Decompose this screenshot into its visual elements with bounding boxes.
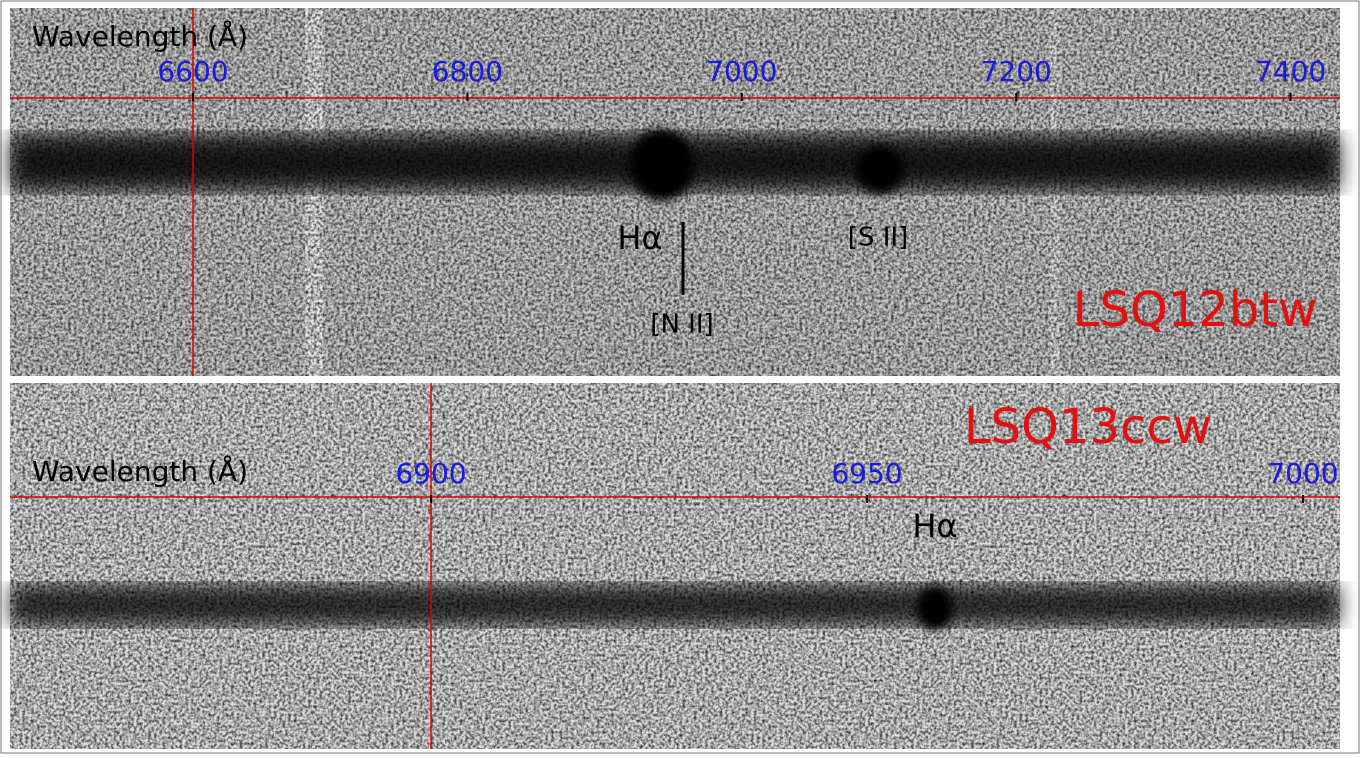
tick-label: 6900 [395,457,466,490]
tick-label: 7400 [1255,55,1326,88]
line-label: [S II] [848,223,908,253]
noise [10,383,1340,749]
tick-label: 7000 [1267,457,1338,490]
object-name: LSQ13ccw [964,399,1212,455]
spectrum-panel-2 [10,383,1340,749]
line-label: Hα [912,507,957,545]
tick-label: 6800 [432,55,503,88]
tick-label: 7200 [981,55,1052,88]
tick-label: 6600 [157,55,228,88]
axis-label: Wavelength (Å) [32,454,248,488]
spectrum-panel-1 [10,8,1340,376]
tick-label: 7000 [706,55,777,88]
noise [10,8,1340,376]
tick-label: 6950 [831,457,902,490]
axis-label: Wavelength (Å) [32,19,248,53]
line-label: [N II] [650,310,713,340]
object-name: LSQ12btw [1073,282,1318,338]
labels: Wavelength (Å)6600 6800 7000 7200 7400LSQ12b… [32,19,1339,545]
line-label: Hα [617,219,662,257]
